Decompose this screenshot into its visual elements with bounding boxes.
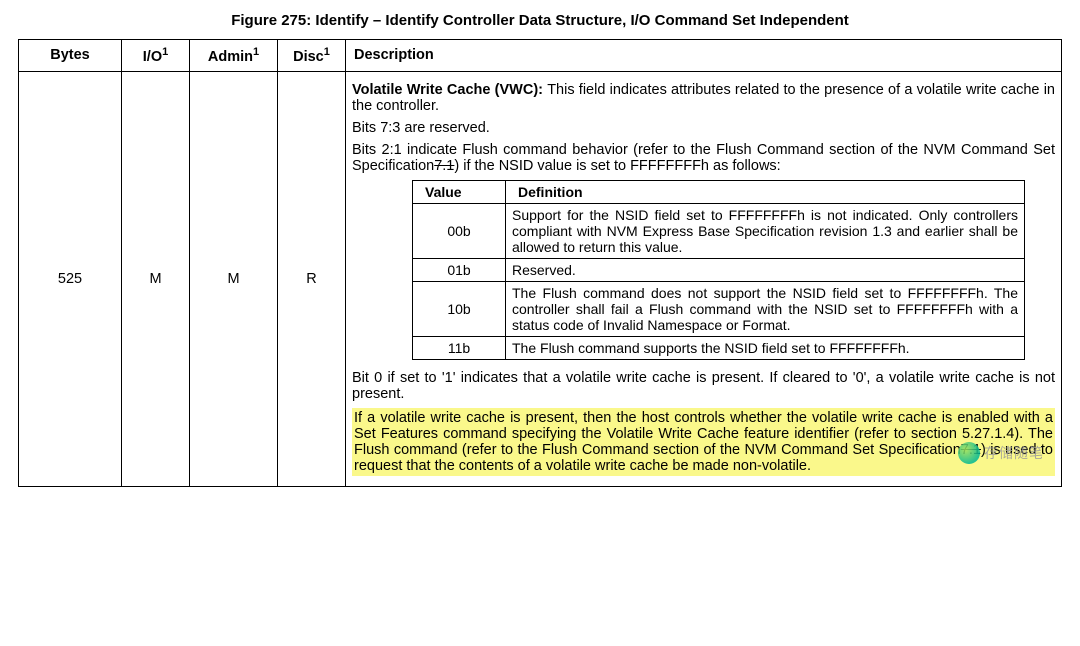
inner-row: 11b The Flush command supports the NSID … [413,336,1025,359]
cell-bytes: 525 [19,71,122,486]
inner-row: 01b Reserved. [413,258,1025,281]
cell-io: M [122,71,190,486]
header-disc: Disc1 [278,40,346,72]
inner-row: 10b The Flush command does not support t… [413,281,1025,336]
header-description: Description [346,40,1062,72]
header-bytes: Bytes [19,40,122,72]
inner-header-value: Value [413,180,506,203]
bits21-paragraph: Bits 2:1 indicate Flush command behavior… [352,142,1055,174]
cell-description: Volatile Write Cache (VWC): This field i… [346,71,1062,486]
outer-table: Bytes I/O1 Admin1 Disc1 Description 525 … [18,39,1062,487]
vwc-paragraph: Volatile Write Cache (VWC): This field i… [352,82,1055,114]
inner-header-definition: Definition [506,180,1025,203]
bit0-paragraph: Bit 0 if set to '1' indicates that a vol… [352,370,1055,402]
highlighted-paragraph: If a volatile write cache is present, th… [352,408,1055,476]
cell-disc: R [278,71,346,486]
bits-reserved: Bits 7:3 are reserved. [352,120,1055,136]
inner-table: Value Definition 00b Support for the NSI… [412,180,1025,360]
header-io: I/O1 [122,40,190,72]
cell-admin: M [190,71,278,486]
figure-title: Figure 275: Identify – Identify Controll… [18,12,1062,29]
inner-row: 00b Support for the NSID field set to FF… [413,203,1025,258]
header-admin: Admin1 [190,40,278,72]
